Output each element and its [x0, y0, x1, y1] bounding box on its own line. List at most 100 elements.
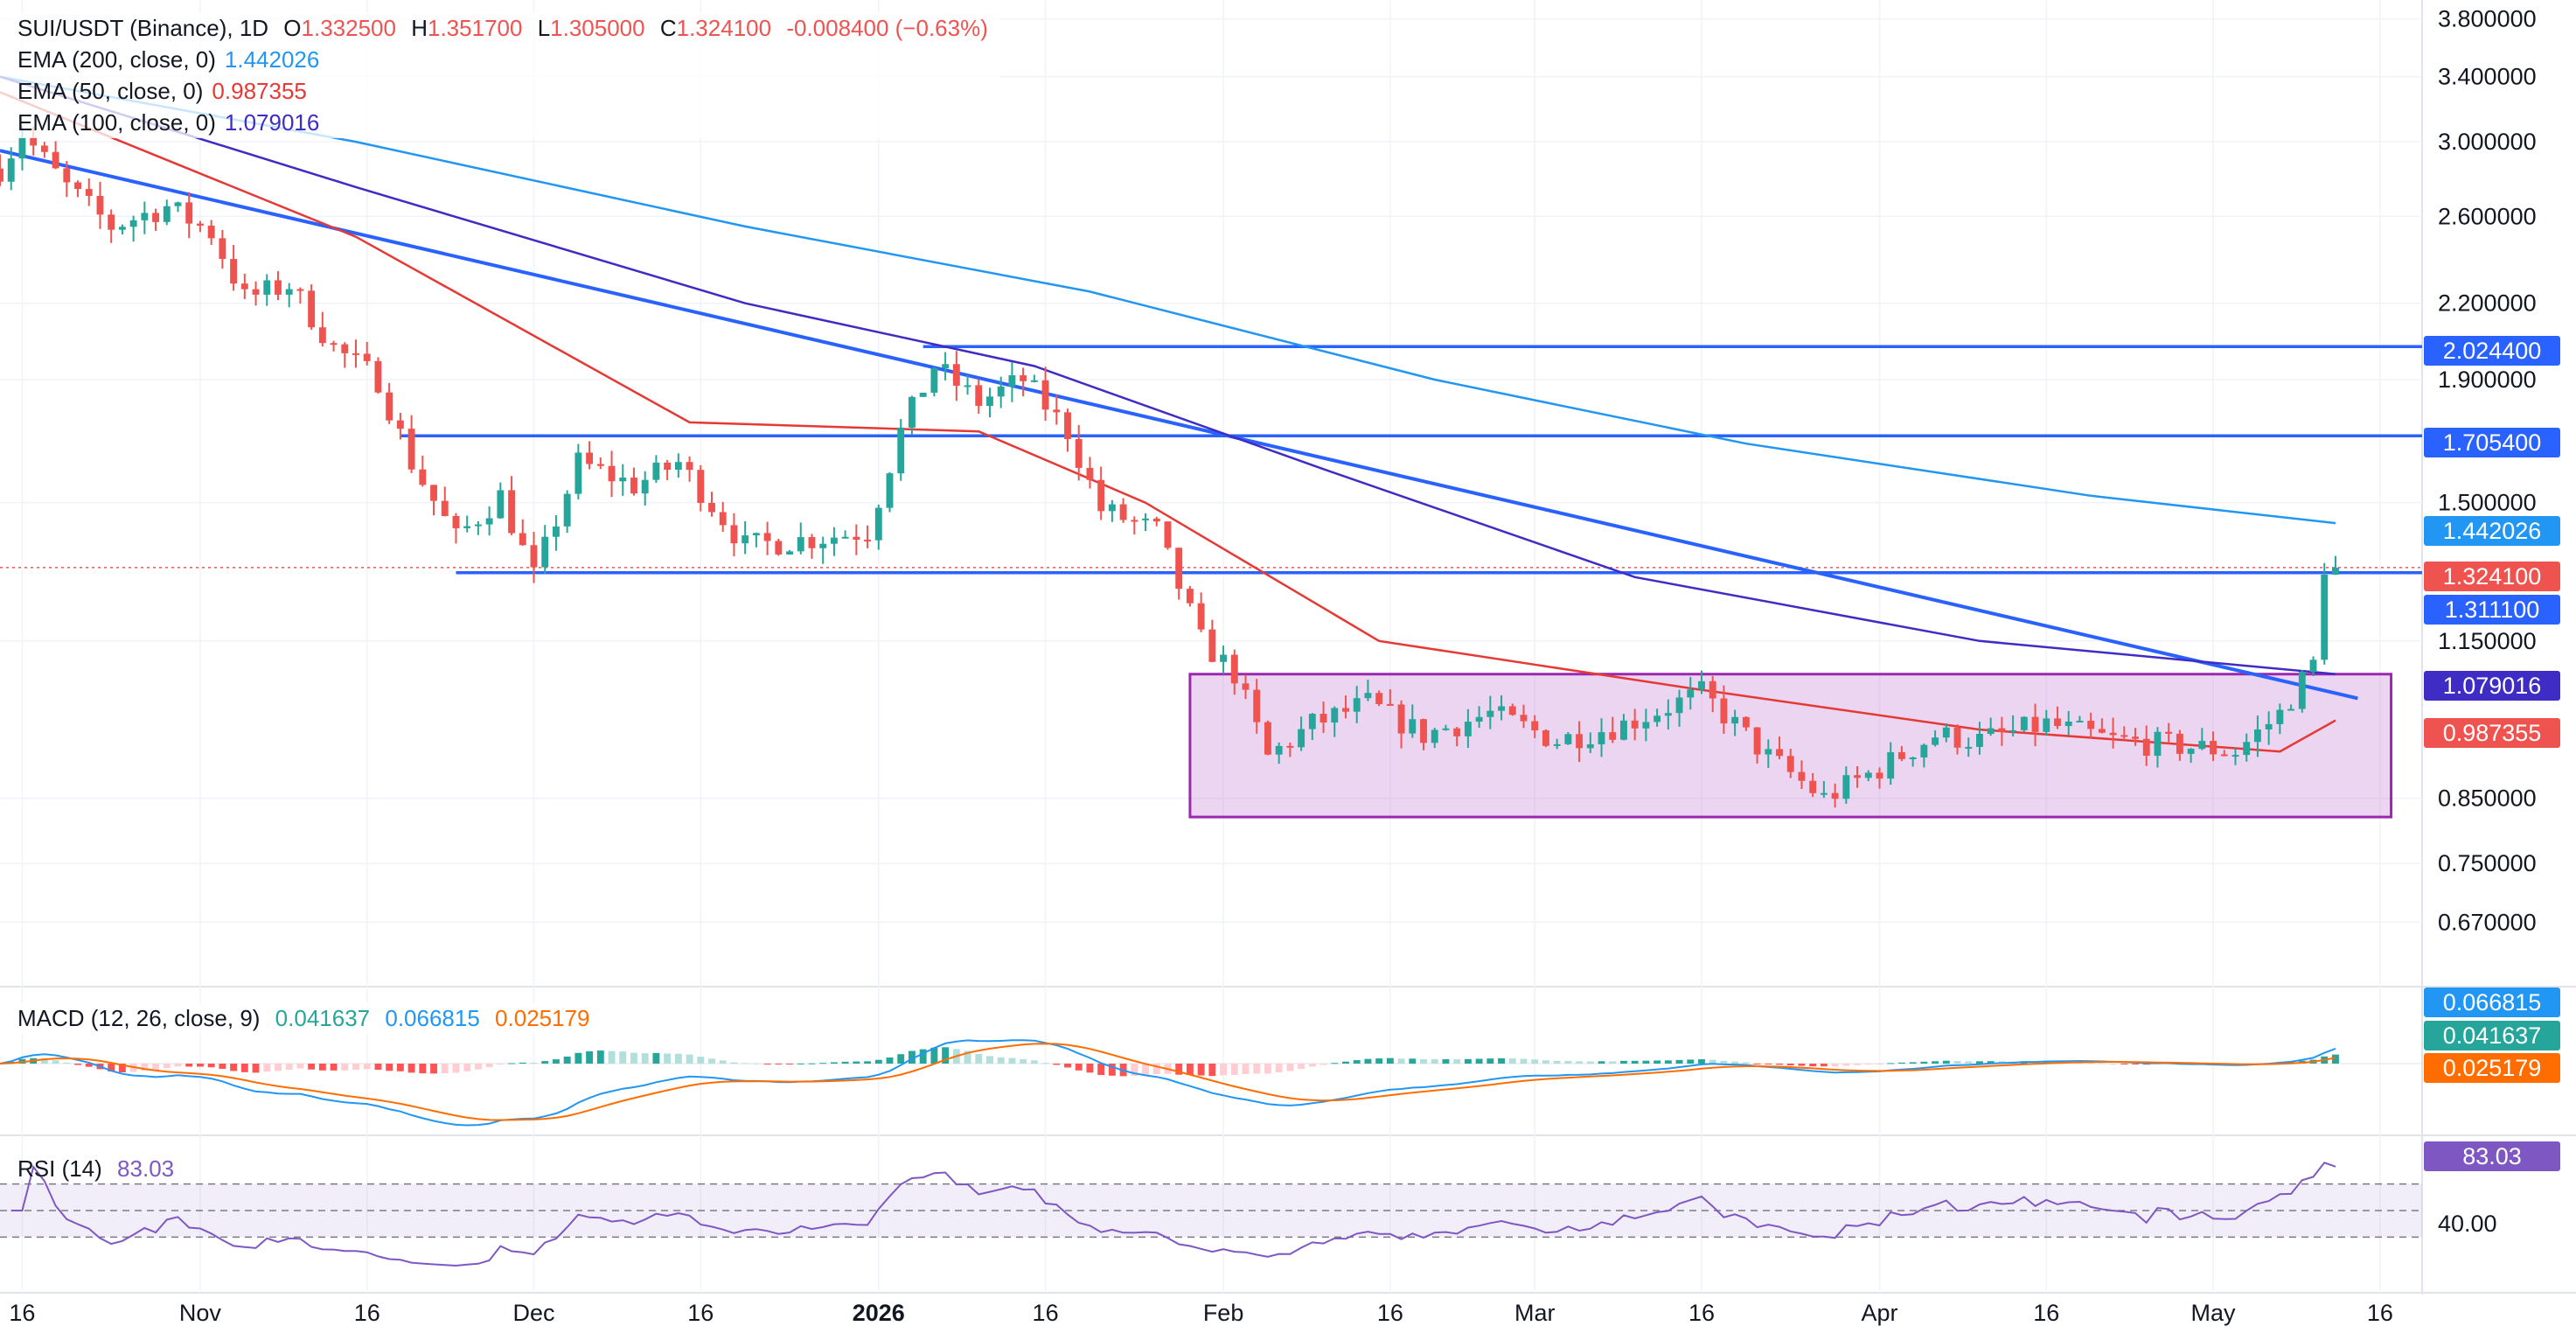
macd-histogram-bar: [1008, 1057, 1016, 1064]
macd-histogram-bar: [719, 1060, 727, 1064]
time-tick-label: 16: [354, 1300, 380, 1326]
candle-body: [196, 223, 204, 226]
candle-body: [1753, 727, 1761, 755]
candle-body: [1798, 771, 1806, 781]
candle-body: [2298, 672, 2306, 709]
candle-body: [930, 368, 938, 393]
macd-histogram-bar: [285, 1064, 293, 1071]
candle-body: [819, 543, 827, 548]
macd-legend: MACD (12, 26, close, 9) 0.041637 0.06681…: [0, 1002, 602, 1034]
ema-lines: [0, 75, 2358, 753]
candle-body: [1887, 751, 1895, 779]
macd-histogram-bar: [452, 1064, 460, 1073]
macd-histogram-bar: [830, 1062, 838, 1064]
macd-histogram-bar: [1475, 1058, 1483, 1064]
macd-histogram-bar: [886, 1057, 894, 1064]
macd-histogram-bar: [1397, 1058, 1405, 1064]
macd-histogram-bar: [1508, 1058, 1516, 1064]
time-tick-label: 16: [1688, 1300, 1715, 1326]
macd-histogram-bar: [407, 1064, 415, 1073]
time-tick-label: Mar: [1514, 1300, 1556, 1326]
candle-body: [1564, 734, 1572, 744]
macd-histogram-bar: [330, 1064, 338, 1071]
candle-body: [18, 137, 26, 159]
macd-histogram-bar: [419, 1064, 427, 1074]
macd-histogram-bar: [553, 1059, 560, 1064]
macd-histogram-bar: [652, 1052, 660, 1064]
candle-body: [830, 537, 838, 544]
candle-body: [2132, 736, 2139, 739]
macd-histogram-bar: [1520, 1058, 1528, 1064]
macd-histogram-bar: [474, 1064, 482, 1070]
candle-body: [1831, 792, 1839, 799]
macd-histogram-bar: [864, 1061, 872, 1064]
macd-histogram-bar: [1498, 1057, 1505, 1064]
candle-body: [1498, 706, 1505, 711]
candle-body: [686, 462, 693, 471]
macd-histogram-bar: [964, 1050, 971, 1064]
macd-histogram-bar: [275, 1064, 282, 1071]
macd-signal-value: 0.025179: [495, 1005, 590, 1031]
candle-body: [152, 213, 160, 222]
candle-body: [1186, 589, 1194, 604]
candle-body: [1464, 722, 1472, 736]
candle-body: [719, 512, 727, 526]
macd-pane: [0, 1039, 2422, 1127]
candle-body: [85, 189, 93, 196]
macd-histogram-bar: [163, 1064, 171, 1069]
candle-body: [2210, 741, 2217, 755]
candle-body: [853, 536, 860, 541]
macd-histogram-bar: [2332, 1054, 2339, 1064]
candle-body: [30, 137, 38, 146]
candle-body: [2154, 731, 2162, 757]
macd-histogram-bar: [1175, 1064, 1183, 1075]
candle-body: [52, 151, 59, 169]
candle-body: [2009, 729, 2017, 732]
macd-histogram-bar: [1286, 1064, 1294, 1071]
candle-body: [2020, 716, 2028, 730]
macd-histogram-bar: [363, 1064, 371, 1070]
candle-body: [1097, 479, 1105, 512]
macd-histogram-bar: [1230, 1064, 1238, 1075]
candle-body: [519, 533, 526, 546]
macd-histogram-bar: [1731, 1061, 1739, 1064]
candle-body: [96, 195, 104, 215]
macd-histogram-bar: [1831, 1064, 1839, 1067]
candle-body: [897, 427, 905, 474]
macd-histogram-bar: [741, 1063, 749, 1064]
candle-body: [341, 344, 349, 353]
time-tick-label: 16: [9, 1300, 35, 1326]
candle-body: [763, 533, 771, 541]
candle-body: [1453, 728, 1461, 736]
candle-body: [1242, 683, 1250, 690]
candle-body: [1920, 744, 1928, 758]
candle-body: [619, 477, 627, 482]
candle-body: [1420, 719, 1427, 743]
candle-body: [1586, 743, 1594, 749]
macd-histogram-bar: [1030, 1060, 1038, 1064]
candle-body: [1364, 693, 1372, 699]
candle-body: [1475, 716, 1483, 722]
macd-histogram-bar: [1842, 1064, 1850, 1066]
macd-histogram-bar: [1654, 1060, 1661, 1064]
macd-label: MACD (12, 26, close, 9): [17, 1005, 261, 1031]
candle-body: [2198, 741, 2206, 750]
candle-body: [1353, 698, 1361, 712]
macd-histogram-bar: [1742, 1062, 1750, 1064]
candle-body: [1508, 706, 1516, 715]
rsi-line: [10, 1162, 2336, 1267]
macd-histogram-bar: [1464, 1058, 1472, 1064]
symbol-title: SUI/USDT (Binance), 1D: [17, 15, 269, 41]
macd-histogram-bar: [263, 1064, 271, 1071]
rsi-label: RSI (14): [17, 1155, 102, 1182]
macd-histogram-bar: [108, 1064, 115, 1072]
macd-histogram-bar: [1854, 1064, 1861, 1065]
candle-body: [1976, 734, 1983, 747]
candle-body: [430, 485, 437, 501]
macd-histogram-bar: [52, 1060, 59, 1064]
macd-histogram-bar: [40, 1058, 48, 1064]
macd-histogram-bar: [118, 1064, 126, 1073]
macd-histogram-bar: [1675, 1059, 1683, 1064]
macd-histogram-bar: [441, 1064, 449, 1074]
